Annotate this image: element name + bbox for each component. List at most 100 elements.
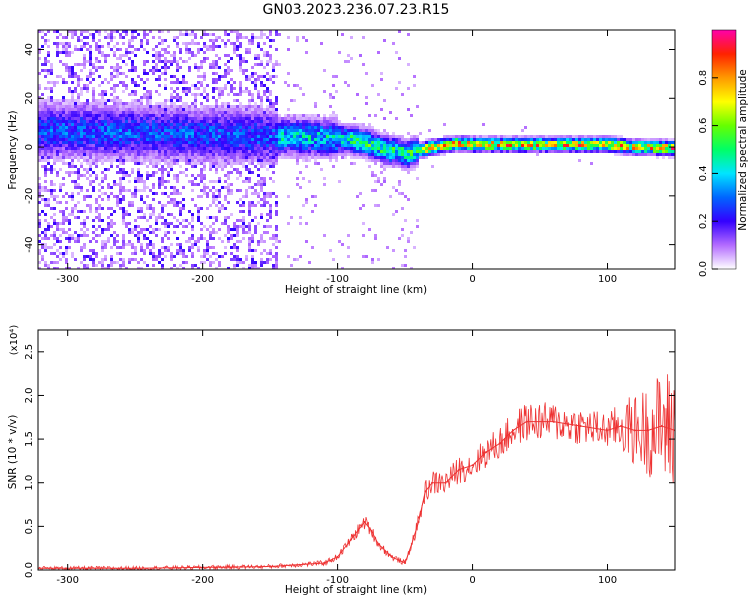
heatmap-cell bbox=[299, 141, 302, 144]
heatmap-cell bbox=[374, 135, 377, 138]
heatmap-cell bbox=[53, 84, 56, 87]
heatmap-cell bbox=[38, 120, 41, 123]
heatmap-cell bbox=[251, 75, 254, 78]
heatmap-cell bbox=[632, 141, 635, 144]
heatmap-cell bbox=[110, 159, 113, 162]
heatmap-cell bbox=[74, 237, 77, 240]
heatmap-cell bbox=[143, 150, 146, 153]
heatmap-cell bbox=[71, 102, 74, 105]
heatmap-cell bbox=[275, 108, 278, 111]
heatmap-cell bbox=[146, 171, 149, 174]
heatmap-cell bbox=[179, 243, 182, 246]
heatmap-cell bbox=[152, 213, 155, 216]
heatmap-cell bbox=[116, 108, 119, 111]
heatmap-cell bbox=[329, 249, 332, 252]
heatmap-cell bbox=[164, 255, 167, 258]
heatmap-cell bbox=[230, 159, 233, 162]
heatmap-cell bbox=[584, 144, 587, 147]
heatmap-cell bbox=[212, 165, 215, 168]
heatmap-cell bbox=[248, 147, 251, 150]
heatmap-cell bbox=[206, 249, 209, 252]
heatmap-cell bbox=[443, 144, 446, 147]
heatmap-cell bbox=[131, 93, 134, 96]
heatmap-cell bbox=[224, 75, 227, 78]
heatmap-cell bbox=[101, 81, 104, 84]
heatmap-cell bbox=[59, 138, 62, 141]
heatmap-cell bbox=[227, 114, 230, 117]
heatmap-cell bbox=[254, 150, 257, 153]
heatmap-cell bbox=[53, 234, 56, 237]
heatmap-cell bbox=[59, 222, 62, 225]
heatmap-cell bbox=[500, 147, 503, 150]
heatmap-cell bbox=[239, 135, 242, 138]
heatmap-cell bbox=[368, 126, 371, 129]
heatmap-cell bbox=[68, 144, 71, 147]
heatmap-cell bbox=[266, 87, 269, 90]
heatmap-cell bbox=[461, 144, 464, 147]
heatmap-cell bbox=[95, 255, 98, 258]
heatmap-cell bbox=[158, 120, 161, 123]
heatmap-cell bbox=[62, 51, 65, 54]
heatmap-cell bbox=[74, 144, 77, 147]
heatmap-cell bbox=[92, 36, 95, 39]
snr-point bbox=[363, 521, 366, 523]
heatmap-cell bbox=[644, 138, 647, 141]
heatmap-cell bbox=[128, 141, 131, 144]
heatmap-cell bbox=[68, 51, 71, 54]
heatmap-cell bbox=[308, 261, 311, 264]
heatmap-cell bbox=[524, 135, 527, 138]
heatmap-cell bbox=[155, 234, 158, 237]
heatmap-cell bbox=[563, 147, 566, 150]
heatmap-cell bbox=[287, 141, 290, 144]
heatmap-cell bbox=[185, 261, 188, 264]
heatmap-cell bbox=[212, 246, 215, 249]
heatmap-cell bbox=[614, 141, 617, 144]
heatmap-cell bbox=[179, 246, 182, 249]
heatmap-cell bbox=[293, 258, 296, 261]
heatmap-cell bbox=[236, 54, 239, 57]
heatmap-cell bbox=[392, 162, 395, 165]
heatmap-cell bbox=[236, 99, 239, 102]
heatmap-cell bbox=[266, 123, 269, 126]
heatmap-cell bbox=[65, 132, 68, 135]
heatmap-cell bbox=[83, 30, 86, 33]
heatmap-cell bbox=[365, 132, 368, 135]
heatmap-cell bbox=[152, 135, 155, 138]
x-tick-label: -300 bbox=[56, 575, 79, 586]
heatmap-cell bbox=[362, 144, 365, 147]
heatmap-cell bbox=[125, 108, 128, 111]
heatmap-cell bbox=[257, 222, 260, 225]
heatmap-cell bbox=[203, 225, 206, 228]
heatmap-cell bbox=[128, 222, 131, 225]
heatmap-cell bbox=[95, 60, 98, 63]
heatmap-cell bbox=[515, 147, 518, 150]
heatmap-cell bbox=[374, 162, 377, 165]
heatmap-cell bbox=[119, 129, 122, 132]
heatmap-cell bbox=[182, 108, 185, 111]
heatmap-cell bbox=[167, 30, 170, 33]
heatmap-cell bbox=[116, 99, 119, 102]
heatmap-cell bbox=[299, 255, 302, 258]
heatmap-cell bbox=[371, 138, 374, 141]
heatmap-cell bbox=[275, 225, 278, 228]
heatmap-cell bbox=[146, 204, 149, 207]
heatmap-cell bbox=[74, 126, 77, 129]
heatmap-cell bbox=[68, 129, 71, 132]
heatmap-cell bbox=[116, 246, 119, 249]
heatmap-cell bbox=[116, 129, 119, 132]
heatmap-cell bbox=[155, 144, 158, 147]
heatmap-cell bbox=[386, 144, 389, 147]
heatmap-cell bbox=[278, 117, 281, 120]
snr-point bbox=[431, 481, 434, 484]
heatmap-cell bbox=[197, 132, 200, 135]
heatmap-cell bbox=[401, 228, 404, 231]
heatmap-cell bbox=[149, 123, 152, 126]
heatmap-cell bbox=[314, 162, 317, 165]
heatmap-cell bbox=[140, 228, 143, 231]
heatmap-cell bbox=[458, 147, 461, 150]
heatmap-cell bbox=[551, 141, 554, 144]
heatmap-cell bbox=[74, 135, 77, 138]
heatmap-cell bbox=[50, 144, 53, 147]
heatmap-cell bbox=[152, 159, 155, 162]
heatmap-cell bbox=[212, 231, 215, 234]
